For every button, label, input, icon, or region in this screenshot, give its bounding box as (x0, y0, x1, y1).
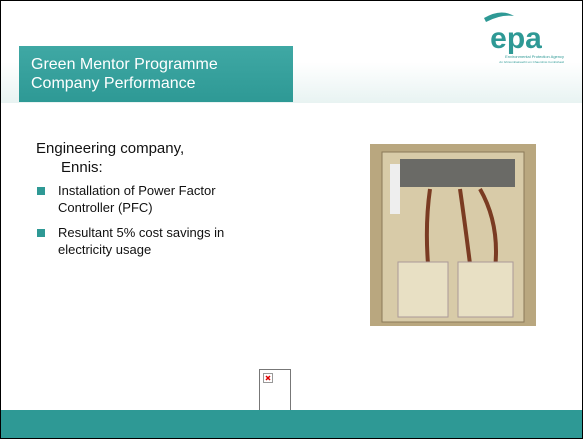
bullet-line: Installation of Power Factor (58, 183, 216, 198)
bullet-line: Resultant 5% cost savings in (58, 225, 225, 240)
title-line: Green Mentor Programme (31, 56, 218, 73)
logo-swoosh (484, 12, 514, 22)
title-line: Company Performance (31, 75, 196, 92)
logo-tagline-irish: An Ghníomhaireacht um Chaomhnú Comhshaoi… (499, 60, 564, 64)
bullet-marker (37, 187, 45, 195)
logo-tagline: Environmental Protection Agency (505, 54, 564, 59)
logo: epa Environmental Protection Agency An G… (484, 12, 564, 64)
capacitor (397, 261, 449, 318)
bullet: Resultant 5% cost savings in electricity… (58, 224, 224, 258)
capacitor (457, 261, 514, 318)
contactors (400, 159, 515, 187)
intro-line: Ennis: (61, 159, 103, 176)
terminal (390, 164, 400, 214)
broken-icon (263, 373, 273, 383)
photo (370, 144, 536, 326)
bullet-line: electricity usage (58, 242, 152, 257)
cables (424, 188, 498, 270)
footer-band (1, 410, 582, 438)
intro-line: Engineering company, (36, 140, 185, 157)
bullet-line: Controller (PFC) (58, 200, 153, 215)
bullet: Installation of Power Factor Controller … (58, 182, 216, 216)
logo-name: epa (490, 22, 542, 55)
bullet-marker (37, 229, 45, 237)
title-box: Green Mentor Programme Company Performan… (19, 46, 293, 102)
broken-image (259, 369, 291, 411)
